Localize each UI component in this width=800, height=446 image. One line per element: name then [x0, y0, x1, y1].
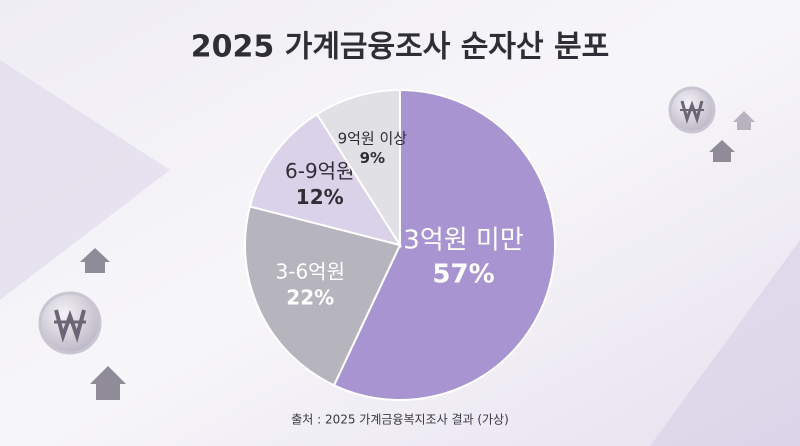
pie-slice: [248, 112, 403, 247]
slice-label: 6-9억원: [285, 159, 354, 183]
slice-label: 3-6억원: [276, 260, 345, 284]
pie-slice: [315, 88, 401, 249]
pie-slice: [244, 205, 402, 387]
source-note: 출처 : 2025 가계금융복지조사 결과 (가상): [291, 413, 509, 427]
value-label: 57%: [432, 259, 494, 289]
chart-title: 2025 가계금융조사 순자산 분포: [191, 30, 609, 65]
house-icon: [80, 111, 755, 400]
decor: [650, 240, 800, 446]
slice-label: 3억원 미만: [403, 226, 524, 256]
value-label: 22%: [286, 286, 334, 310]
slice-label: 9억원 이상: [338, 130, 408, 148]
coin-icon: [38, 86, 716, 355]
value-label: 9%: [360, 149, 385, 167]
pie-slice: [332, 88, 556, 401]
decor: [0, 60, 170, 300]
value-label: 12%: [296, 185, 344, 209]
